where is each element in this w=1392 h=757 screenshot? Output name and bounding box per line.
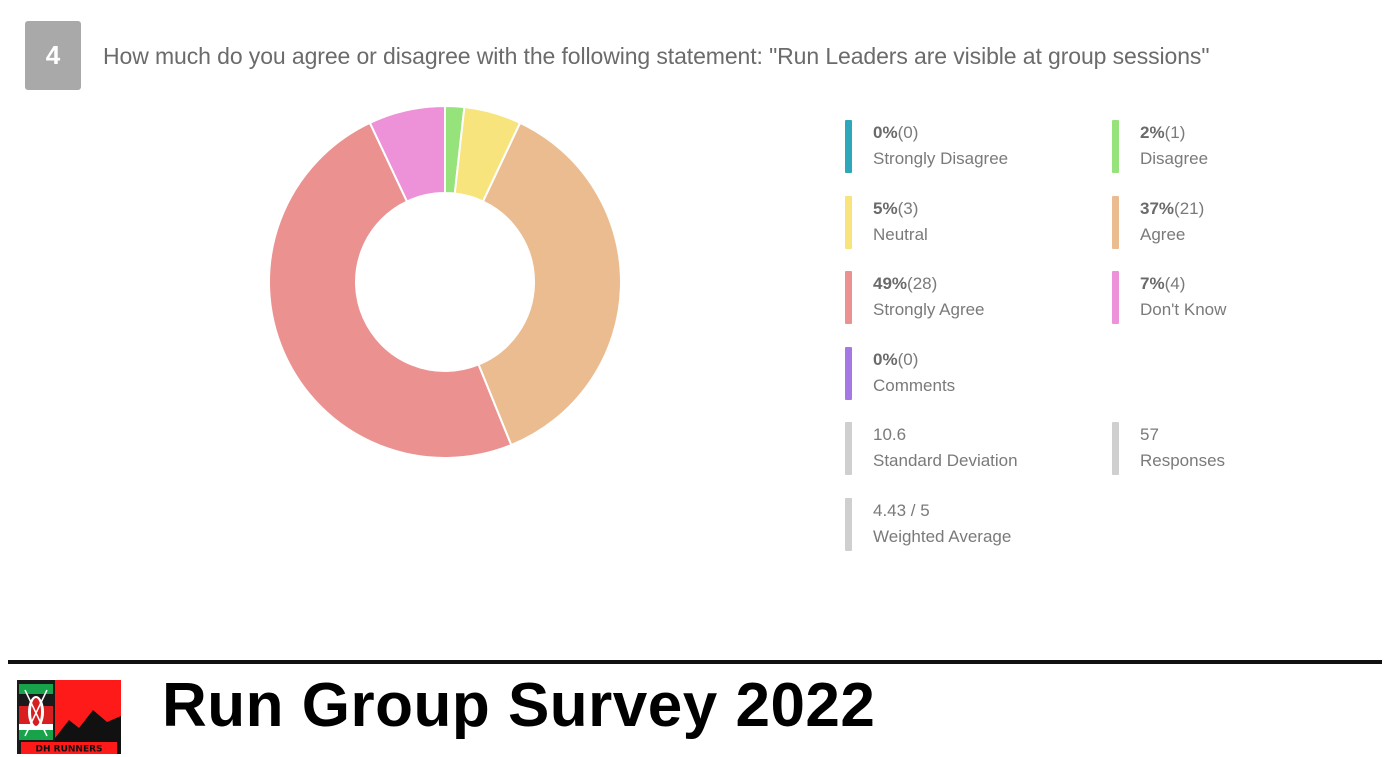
donut-slice-agree — [477, 121, 622, 447]
logo-text: DH RUNNERS — [36, 745, 103, 755]
stat-value: 10.6 — [873, 425, 907, 444]
legend-count: (1) — [1164, 123, 1186, 142]
legend-color-bar — [845, 346, 852, 400]
legend-item: 2%(1) Disagree — [1112, 120, 1208, 173]
legend-color-bar — [845, 271, 852, 324]
legend-label: Strongly Agree — [873, 300, 985, 319]
legend-label: Neutral — [873, 224, 928, 244]
legend-percent: 7% — [1140, 274, 1165, 293]
legend-label: Strongly Disagree — [873, 149, 1009, 168]
legend-color-bar — [1112, 422, 1119, 475]
donut-slice-don-t-know — [368, 105, 446, 203]
stat-value: 57 — [1140, 425, 1159, 444]
legend-count: (28) — [907, 274, 938, 293]
legend-label: Comments — [873, 375, 956, 395]
legend-label: Disagree — [1140, 149, 1209, 168]
stat-item: 4.43 / 5 Weighted Average — [845, 497, 1012, 551]
donut-chart — [268, 105, 622, 459]
chart-legend: 0%(0) Strongly Disagree 2%(1) Disagree 5%(3)… — [845, 120, 1385, 560]
legend-item: 0%(0) Strongly Disagree — [845, 120, 1008, 173]
question-text: How much do you agree or disagree with t… — [103, 43, 1210, 69]
legend-color-bar — [1112, 195, 1119, 249]
legend-item: 37%(21) Agree — [1112, 195, 1205, 249]
stat-value: 4.43 / 5 — [873, 500, 930, 520]
club-logo: DH RUNNERS — [17, 680, 121, 754]
stat-item: 10.6 Standard Deviation — [845, 422, 1018, 475]
donut-slice-strongly-agree — [268, 121, 513, 459]
legend-label: Don't Know — [1140, 300, 1227, 319]
legend-color-bar — [1112, 271, 1119, 324]
legend-color-bar — [845, 422, 852, 475]
question-number-badge: 4 — [25, 21, 81, 90]
legend-item: 49%(28) Strongly Agree — [845, 271, 985, 324]
legend-percent: 2% — [1140, 123, 1165, 142]
legend-color-bar — [845, 120, 852, 173]
legend-color-bar — [1112, 120, 1119, 173]
legend-label: Agree — [1140, 224, 1186, 244]
legend-percent: 0% — [873, 123, 898, 142]
stat-item: 57 Responses — [1112, 422, 1225, 475]
footer-title: Run Group Survey 2022 — [162, 671, 876, 740]
legend-count: (21) — [1174, 198, 1205, 218]
legend-item: 0%(0) Comments — [845, 346, 956, 400]
stat-label: Standard Deviation — [873, 451, 1018, 470]
stat-label: Responses — [1140, 451, 1226, 470]
legend-item: 5%(3) Neutral — [845, 195, 928, 249]
legend-percent: 5% — [873, 198, 898, 218]
stat-label: Weighted Average — [873, 526, 1012, 546]
legend-percent: 37% — [1140, 198, 1175, 218]
legend-count: (3) — [897, 198, 919, 218]
legend-count: (0) — [897, 123, 919, 142]
legend-item: 7%(4) Don't Know — [1112, 271, 1226, 324]
footer-divider — [8, 660, 1382, 664]
legend-count: (0) — [897, 349, 919, 369]
legend-color-bar — [845, 195, 852, 249]
legend-color-bar — [845, 497, 852, 551]
legend-count: (4) — [1164, 274, 1186, 293]
legend-percent: 0% — [873, 349, 898, 369]
legend-percent: 49% — [873, 274, 908, 293]
